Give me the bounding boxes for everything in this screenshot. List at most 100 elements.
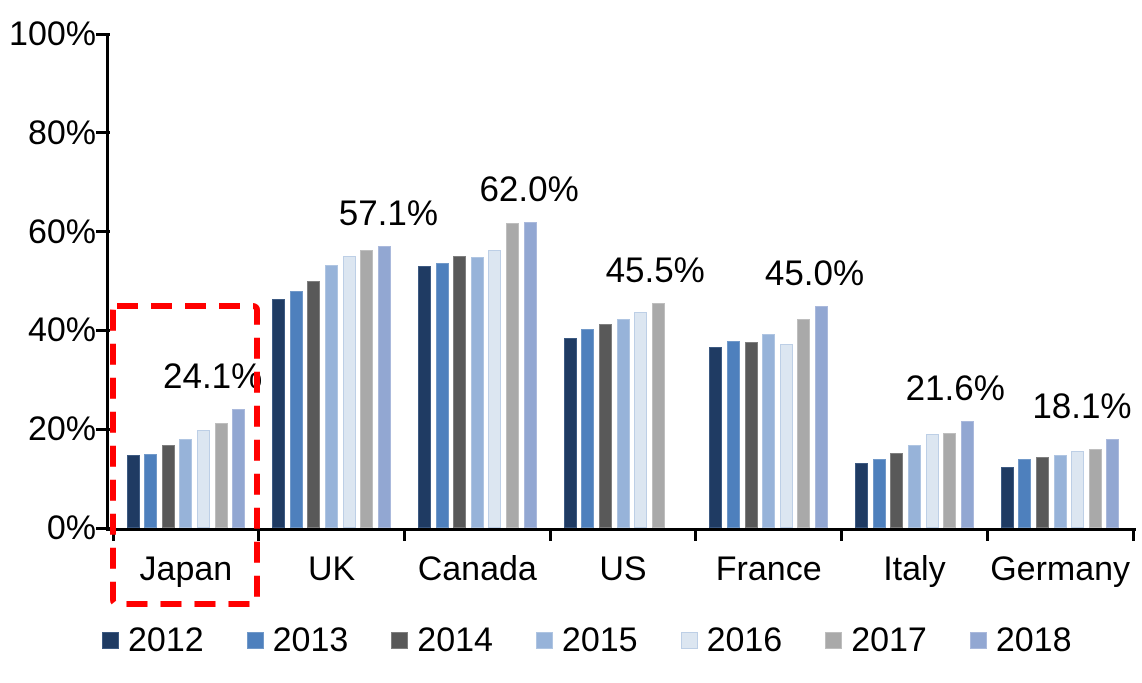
bar-italy-2017: [943, 433, 957, 528]
bar-japan-2018: [232, 408, 246, 528]
legend-label-2013: 2013: [272, 621, 349, 659]
x-axis-tick: [111, 528, 115, 541]
data-label-us: 45.5%: [605, 251, 705, 291]
bar-italy-2016: [925, 434, 939, 528]
bar-us-2015: [616, 319, 630, 528]
bar-us-2013: [581, 328, 595, 528]
x-axis-tick: [985, 528, 989, 541]
bar-us-2012: [563, 338, 577, 528]
bar-uk-2013: [289, 290, 303, 528]
legend-label-2018: 2018: [995, 621, 1072, 659]
legend-item-2012: 2012: [102, 622, 204, 658]
legend-label-2014: 2014: [417, 621, 493, 659]
legend-swatch-2018: [969, 631, 987, 649]
category-label-germany: Germany: [990, 550, 1131, 588]
bar-japan-2016: [196, 429, 210, 528]
y-axis-tick: [96, 32, 110, 36]
y-axis-tick-label: 100%: [9, 15, 96, 53]
y-axis-tick: [96, 328, 110, 332]
legend-label-2016: 2016: [706, 621, 783, 659]
x-axis-tick: [694, 528, 698, 541]
bar-japan-2017: [214, 423, 228, 528]
category-label-us: US: [599, 550, 647, 588]
legend-swatch-2016: [680, 631, 698, 649]
y-axis-tick-label: 40%: [27, 311, 96, 350]
bar-us-2014: [598, 324, 612, 528]
bar-canada-2015: [470, 257, 484, 528]
legend-swatch-2015: [535, 631, 553, 649]
data-label-canada: 62.0%: [479, 169, 579, 209]
bar-france-2017: [797, 318, 811, 528]
y-axis-tick: [96, 131, 110, 135]
data-label-uk: 57.1%: [338, 193, 438, 233]
legend-swatch-2017: [825, 631, 843, 649]
bar-canada-2017: [505, 222, 519, 528]
category-label-france: France: [715, 550, 822, 588]
legend-item-2014: 2014: [391, 622, 493, 658]
bar-japan-2015: [179, 438, 193, 528]
bar-france-2016: [779, 343, 793, 528]
x-axis-tick: [548, 528, 552, 541]
legend-swatch-2014: [391, 631, 409, 649]
bar-uk-2018: [377, 245, 391, 528]
x-axis-line: [106, 528, 1136, 531]
data-label-germany: 18.1%: [1032, 386, 1132, 426]
legend-item-2015: 2015: [535, 621, 638, 659]
bar-japan-2013: [144, 453, 158, 528]
bar-germany-2018: [1106, 438, 1120, 528]
data-label-japan: 24.1%: [163, 356, 263, 396]
bar-germany-2013: [1018, 459, 1032, 528]
category-label-canada: Canada: [417, 550, 537, 588]
legend-item-2016: 2016: [680, 621, 783, 659]
legend-swatch-2013: [246, 631, 264, 649]
bar-canada-2013: [435, 263, 449, 528]
bar-germany-2016: [1071, 451, 1085, 528]
y-axis-tick: [96, 427, 110, 431]
legend-item-2017: 2017: [825, 622, 927, 658]
category-label-japan: Japan: [139, 550, 233, 588]
y-axis-line: [106, 33, 109, 531]
legend: 2012 2013 2014 2015 2016 2017 2018: [102, 622, 1071, 658]
bar-france-2013: [727, 341, 740, 528]
bar-france-2015: [762, 333, 776, 528]
bar-uk-2016: [342, 255, 356, 528]
bar-germany-2017: [1088, 449, 1102, 528]
bar-italy-2012: [855, 463, 869, 528]
bar-japan-2014: [161, 445, 175, 528]
bar-france-2014: [744, 341, 758, 528]
bar-uk-2014: [307, 280, 321, 528]
data-label-italy: 21.6%: [905, 369, 1005, 409]
y-axis-tick: [96, 526, 110, 530]
x-axis-tick: [840, 528, 844, 541]
bar-italy-2013: [872, 458, 886, 528]
bar-canada-2014: [453, 256, 467, 528]
bar-us-2016: [634, 312, 648, 528]
bar-uk-2015: [325, 264, 339, 528]
category-label-uk: UK: [307, 550, 356, 588]
bar-germany-2012: [1000, 466, 1014, 528]
legend-swatch-2012: [102, 631, 119, 649]
y-axis-tick-label: 20%: [27, 410, 96, 449]
bar-canada-2018: [523, 221, 537, 528]
bar-france-2018: [815, 305, 828, 528]
bar-italy-2014: [890, 452, 904, 528]
bar-italy-2015: [907, 444, 921, 528]
bar-germany-2014: [1036, 456, 1050, 528]
y-axis-tick-label: 0%: [46, 509, 96, 547]
x-axis-tick: [402, 528, 406, 541]
y-axis-tick-label: 80%: [27, 113, 96, 152]
bar-japan-2012: [126, 454, 140, 528]
category-label-italy: Italy: [883, 550, 946, 588]
x-axis-tick: [257, 528, 261, 541]
x-axis-tick: [1131, 528, 1135, 541]
y-axis-tick-label: 60%: [27, 212, 96, 251]
legend-item-2013: 2013: [246, 621, 349, 659]
bar-canada-2012: [417, 266, 431, 528]
legend-label-2015: 2015: [561, 621, 638, 659]
legend-label-2012: 2012: [128, 621, 204, 659]
bar-canada-2016: [488, 249, 502, 528]
y-axis-tick: [96, 230, 110, 234]
bar-us-2017: [651, 303, 665, 528]
bar-uk-2017: [360, 250, 374, 528]
